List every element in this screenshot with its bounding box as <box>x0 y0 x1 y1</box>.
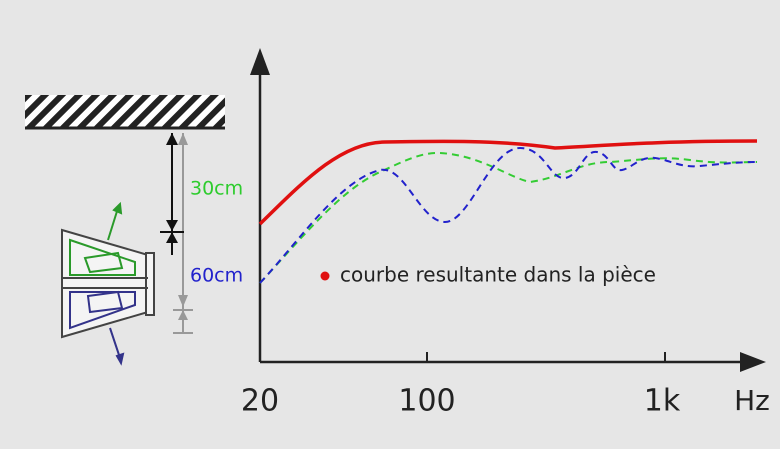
x-unit-label: Hz <box>734 384 770 417</box>
distance-markers <box>160 133 193 334</box>
x-tick-label: 100 <box>398 384 455 419</box>
legend-marker <box>320 271 330 281</box>
speaker <box>61 201 155 366</box>
x-tick-label: 20 <box>241 384 279 419</box>
x-tick-label: 1k <box>644 384 681 419</box>
distance-near-label: 30cm <box>190 178 243 200</box>
distance-far-label: 60cm <box>190 265 243 287</box>
ceiling <box>25 95 225 127</box>
axes <box>250 48 766 372</box>
curve-floor <box>259 146 758 284</box>
curve-ceiling <box>259 151 758 284</box>
curve-resultant <box>258 139 758 226</box>
legend-label: courbe resultante dans la pièce <box>340 263 656 287</box>
